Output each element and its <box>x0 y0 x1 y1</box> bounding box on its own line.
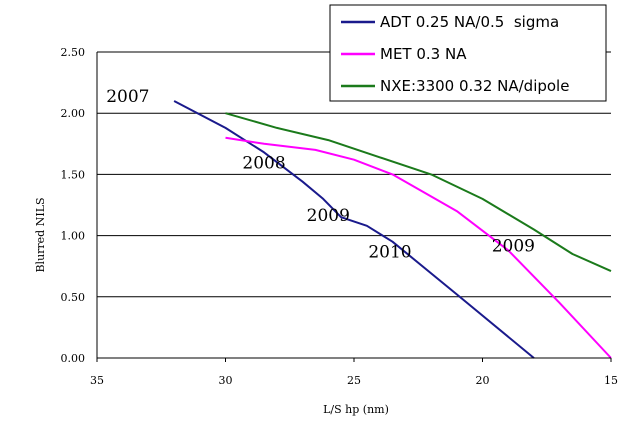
legend-box <box>329 4 607 102</box>
annotation-3: 2010 <box>368 243 411 263</box>
legend-label-nxe: NXE:3300 0.32 NA/dipole <box>380 77 569 95</box>
annotation-0: 2007 <box>106 87 149 107</box>
legend-label-met: MET 0.3 NA <box>380 45 467 63</box>
x-tick-label-3: 20 <box>476 374 490 387</box>
series-line-1 <box>225 136 612 359</box>
year-annotations: 2007 2008 2009 2010 2009 <box>106 87 535 262</box>
legend: ADT 0.25 NA/0.5 sigma MET 0.3 NA NXE:330… <box>329 4 607 102</box>
y-tick-label-3: 1.50 <box>61 168 86 181</box>
x-tick-labels: 35 30 25 20 15 <box>90 374 618 387</box>
y-tick-label-0: 0.00 <box>61 352 86 365</box>
axes <box>96 52 612 362</box>
y-tick-label-1: 0.50 <box>61 291 86 304</box>
y-tick-label-2: 1.00 <box>61 230 86 243</box>
annotation-1: 2008 <box>242 153 285 173</box>
x-tick-label-1: 30 <box>219 374 233 387</box>
y-tick-label-5: 2.50 <box>61 46 86 59</box>
y-axis-label: Blurred NILS <box>34 197 47 272</box>
x-tick-label-0: 35 <box>90 374 104 387</box>
series-lines <box>173 100 612 359</box>
x-tick-label-2: 25 <box>347 374 361 387</box>
legend-label-adt: ADT 0.25 NA/0.5 sigma <box>380 13 559 31</box>
series-line-2 <box>225 112 612 273</box>
x-axis-label: L/S hp (nm) <box>323 403 389 416</box>
y-tick-labels: 0.00 0.50 1.00 1.50 2.00 2.50 <box>61 46 86 365</box>
y-tick-label-4: 2.00 <box>61 107 86 120</box>
annotation-2: 2009 <box>307 206 350 226</box>
x-tick-label-4: 15 <box>604 374 618 387</box>
annotation-4: 2009 <box>492 237 535 257</box>
